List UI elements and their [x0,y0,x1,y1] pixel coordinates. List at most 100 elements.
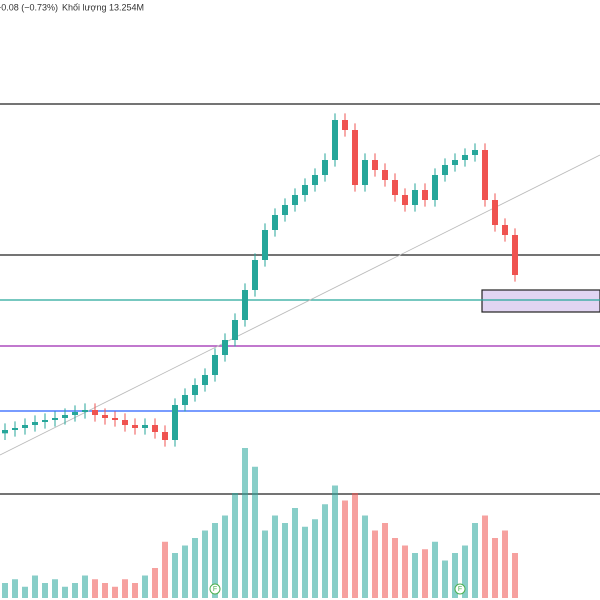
volume-bar [162,541,168,598]
volume-bar [52,579,58,598]
candle-body [462,155,468,160]
event-label: F [213,586,217,593]
candle-body [52,418,58,420]
volume-bar [42,583,48,598]
candle-body [302,185,308,195]
candle-body [442,165,448,175]
price-change: −0.08 (−0.73%) [0,2,58,12]
candle-body [192,385,198,395]
volume-bar [352,493,358,598]
candle-body [92,410,98,415]
candle-body [132,425,138,428]
volume-bar [452,553,458,598]
volume-bar [502,530,508,598]
volume-bar [482,515,488,598]
candle-body [22,425,28,428]
volume-bar [202,530,208,598]
candle-body [472,150,478,155]
candle-body [162,432,168,440]
volume-bar [512,553,518,598]
volume-bar [22,586,28,598]
volume-bar [462,545,468,598]
event-label: F [458,586,462,593]
candle-body [262,230,268,260]
candle-body [292,195,298,205]
volume-bar [282,523,288,598]
volume-value: 13.254M [109,2,144,12]
candle-body [362,160,368,185]
volume-bar [442,560,448,598]
candle-body [352,130,358,185]
candle-body [452,160,458,165]
candle-body [242,290,248,320]
volume-bar [492,538,498,598]
candle-body [392,180,398,195]
candle-body [202,375,208,385]
candle-body [252,260,258,290]
candle-body [372,160,378,170]
candle-body [492,200,498,225]
candle-body [342,120,348,130]
volume-bar [272,515,278,598]
candle-body [62,415,68,418]
volume-bar [2,583,8,598]
candle-body [412,190,418,205]
volume-label: Khối lượng [62,2,106,12]
volume-bar [72,583,78,598]
candle-body [312,175,318,185]
volume-bar [392,538,398,598]
volume-bar [82,575,88,598]
volume-bar [302,526,308,598]
volume-bar [212,523,218,598]
zone [481,289,600,313]
event-marker [454,583,466,595]
candle-body [422,190,428,200]
volume-bar [422,549,428,598]
volume-bar [12,579,18,598]
volume-bar [472,523,478,598]
candle-body [282,205,288,215]
volume-bar [252,466,258,598]
volume-bar [92,579,98,598]
volume-bar [322,504,328,598]
volume-bar [62,586,68,598]
candle-body [272,215,278,230]
candle-body [152,425,158,432]
volume-bar [152,568,158,598]
candle-body [182,395,188,405]
volume-bar [312,519,318,598]
volume-bar [232,493,238,598]
volume-bar [172,553,178,598]
candle-body [82,410,88,412]
volume-bar [362,515,368,598]
trend-line [0,154,600,456]
volume-bar [32,575,38,598]
candle-body [12,428,18,430]
candle-body [122,420,128,425]
event-marker [209,583,221,595]
candle-body [232,320,238,340]
volume-bar [222,515,228,598]
volume-bar [332,485,338,598]
volume-bar [192,538,198,598]
candle-body [332,120,338,160]
volume-bar [142,575,148,598]
candle-body [382,170,388,180]
volume-bar [342,500,348,598]
candle-body [172,405,178,440]
volume-bar [382,523,388,598]
volume-bar [182,545,188,598]
candle-body [512,235,518,275]
volume-bar [372,530,378,598]
volume-bar [122,579,128,598]
candle-body [42,420,48,422]
candle-body [502,225,508,235]
volume-bar [412,553,418,598]
candle-body [402,195,408,205]
volume-bar [402,545,408,598]
candle-body [2,430,8,434]
volume-bar [262,530,268,598]
volume-bar [112,586,118,598]
